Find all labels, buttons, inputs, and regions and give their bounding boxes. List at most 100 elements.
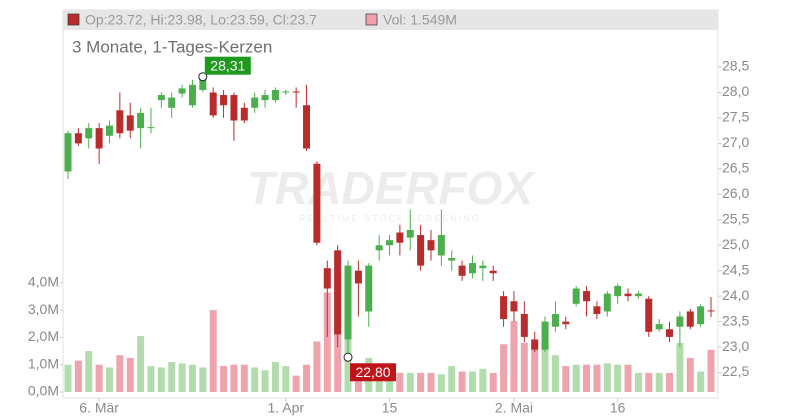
volume-bar bbox=[240, 364, 248, 392]
volume-bar bbox=[707, 349, 715, 392]
candle-body bbox=[417, 235, 425, 266]
volume-bar bbox=[209, 310, 217, 392]
volume-bar bbox=[375, 372, 383, 392]
volume-bar bbox=[386, 372, 393, 392]
candle-body bbox=[365, 265, 373, 312]
candle-body bbox=[251, 97, 259, 108]
volume-bar bbox=[230, 364, 238, 392]
volume-bar bbox=[458, 371, 466, 392]
volume-bar bbox=[261, 370, 269, 392]
candle-body bbox=[489, 270, 497, 274]
x-tick-label: 1. Apr bbox=[267, 400, 304, 416]
candle-body bbox=[303, 105, 311, 149]
candle-body bbox=[116, 110, 124, 134]
volume-bar bbox=[178, 363, 186, 392]
legend-swatch bbox=[67, 13, 80, 26]
candle-body bbox=[634, 293, 642, 297]
y-tick-label: 25,5 bbox=[722, 210, 749, 226]
candle-body bbox=[572, 288, 580, 304]
volume-bar bbox=[634, 372, 642, 392]
candle-body bbox=[645, 298, 653, 332]
annotation-label: 22,80 bbox=[355, 364, 390, 380]
candle-body bbox=[240, 107, 248, 121]
volume-bar bbox=[271, 361, 279, 392]
candle-body bbox=[74, 133, 82, 144]
y-tick-label: 3,0M bbox=[28, 301, 59, 317]
y-tick-label: 22,5 bbox=[722, 363, 749, 379]
candle-body bbox=[334, 250, 342, 335]
candle-body bbox=[655, 324, 663, 330]
volume-bar bbox=[645, 372, 653, 392]
candle-body bbox=[437, 235, 445, 256]
candle-body bbox=[261, 95, 269, 101]
volume-bar bbox=[292, 375, 300, 392]
candle-body bbox=[105, 125, 113, 136]
candle-body bbox=[531, 339, 539, 350]
candle-body bbox=[697, 306, 705, 325]
candle-body bbox=[220, 95, 228, 106]
candle-body bbox=[541, 321, 549, 350]
candle-body bbox=[603, 293, 611, 312]
candle-body bbox=[344, 265, 352, 340]
volume-bar bbox=[251, 367, 259, 392]
volume-bar bbox=[614, 364, 622, 392]
legend-swatch bbox=[365, 13, 378, 26]
volume-bar bbox=[697, 371, 705, 392]
candle-body bbox=[64, 133, 72, 172]
candle-body bbox=[666, 329, 674, 337]
volume-bar bbox=[116, 355, 124, 392]
candle-body bbox=[676, 316, 684, 327]
watermark: TRADERFOX bbox=[247, 162, 536, 214]
ohlc-legend: Op:23.72, Hi:23.98, Lo:23.59, Cl:23.7 bbox=[85, 12, 317, 28]
volume-bar bbox=[126, 357, 134, 392]
volume-bar bbox=[427, 372, 435, 392]
volume-bar bbox=[85, 351, 93, 392]
candle-body bbox=[323, 268, 331, 289]
candle-body bbox=[707, 310, 715, 312]
y-tick-label: 28,5 bbox=[722, 58, 749, 74]
y-tick-label: 24,0 bbox=[722, 287, 749, 303]
candle-body bbox=[562, 321, 570, 325]
candle-body bbox=[593, 306, 601, 314]
volume-bar bbox=[168, 361, 176, 392]
candle-body bbox=[199, 77, 207, 90]
candle-body bbox=[282, 91, 290, 93]
candle-body bbox=[85, 128, 93, 139]
annotation-box bbox=[204, 56, 251, 75]
volume-bar bbox=[676, 342, 684, 392]
candle-body bbox=[468, 263, 476, 274]
volume-legend: Vol: 1.549M bbox=[383, 12, 457, 28]
x-tick-label: 6. Mär bbox=[79, 400, 119, 416]
volume-bar bbox=[147, 366, 155, 392]
candle-body bbox=[386, 240, 393, 246]
volume-bar bbox=[562, 366, 570, 392]
candle-body bbox=[147, 127, 155, 129]
volume-bar bbox=[686, 357, 694, 392]
volume-bar bbox=[551, 355, 559, 392]
volume-bar bbox=[220, 366, 228, 392]
legend-bar bbox=[63, 10, 718, 30]
volume-bar bbox=[188, 364, 196, 392]
candle-body bbox=[271, 89, 279, 101]
y-tick-label: 27,0 bbox=[722, 134, 749, 150]
candle-body bbox=[624, 293, 632, 297]
y-tick-label: 26,0 bbox=[722, 185, 749, 201]
volume-bar bbox=[323, 292, 331, 392]
candle-body bbox=[209, 92, 217, 116]
candle-body bbox=[500, 296, 508, 320]
candle-body bbox=[230, 95, 238, 121]
annotation-box bbox=[350, 363, 397, 382]
volume-bar bbox=[448, 366, 456, 392]
volume-bar bbox=[666, 372, 674, 392]
volume-bar bbox=[603, 363, 611, 392]
candle-body bbox=[396, 232, 404, 243]
volume-bar bbox=[406, 372, 414, 392]
y-tick-label: 25,0 bbox=[722, 236, 749, 252]
y-tick-label: 24,5 bbox=[722, 261, 749, 277]
candle-body bbox=[510, 301, 518, 312]
y-tick-label: 26,5 bbox=[722, 160, 749, 176]
candle-body bbox=[406, 229, 414, 238]
candle-body bbox=[292, 91, 300, 93]
